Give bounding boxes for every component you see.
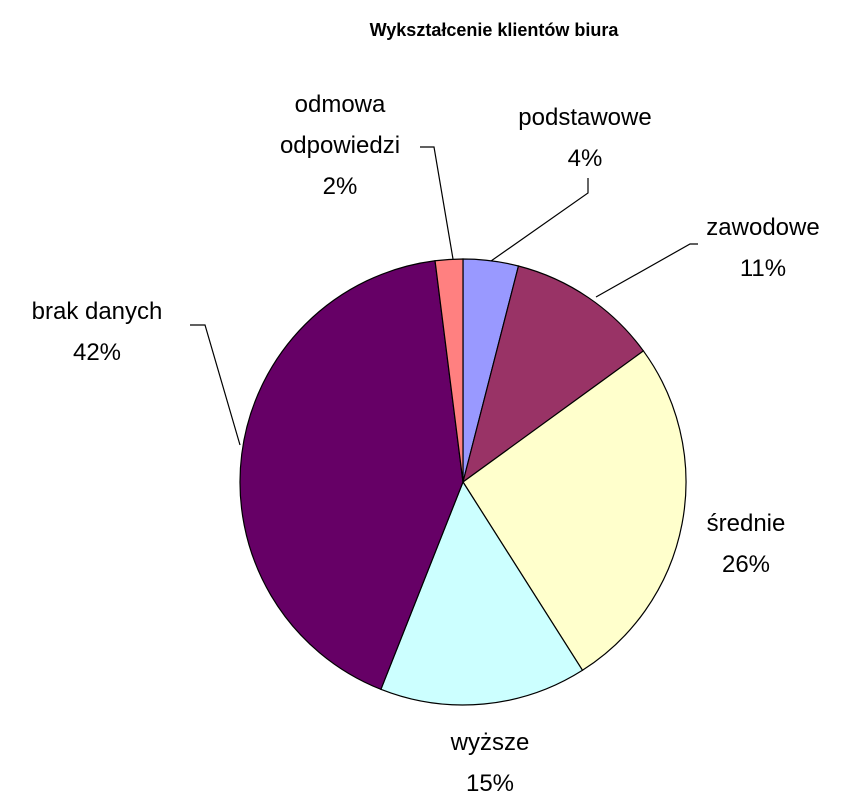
leader-line xyxy=(490,178,589,262)
value-label: 15% xyxy=(465,770,515,792)
value-label: 4% xyxy=(567,145,603,172)
value-label: 26% xyxy=(721,551,771,578)
leader-line xyxy=(190,324,241,446)
data-label: odmowa odpowiedzi 2% xyxy=(255,84,425,207)
data-label: podstawowe 4% xyxy=(485,97,685,179)
data-label: wyższe 15% xyxy=(390,722,590,792)
category-label: zawodowe xyxy=(706,214,820,241)
pie-slice xyxy=(462,350,687,672)
value-label: 42% xyxy=(72,339,122,366)
data-label: średnie 26% xyxy=(646,503,846,585)
data-label: zawodowe 11% xyxy=(663,207,848,289)
value-label: 11% xyxy=(739,255,787,282)
pie-slice xyxy=(380,480,584,706)
pie-slice xyxy=(434,258,464,483)
pie-slice xyxy=(239,260,464,691)
category-label: średnie xyxy=(706,510,786,537)
category-label: odmowa odpowiedzi xyxy=(279,91,401,159)
value-label: 2% xyxy=(322,173,358,200)
category-label: brak danych xyxy=(31,298,163,325)
chart-title: Wykształcenie klientów biura xyxy=(369,20,619,40)
pie-slice xyxy=(462,265,645,484)
category-label: podstawowe xyxy=(518,104,652,131)
leader-line xyxy=(420,146,454,260)
leader-lines xyxy=(190,146,698,446)
category-label: wyższe xyxy=(450,729,530,756)
data-label: brak danych 42% xyxy=(0,291,207,373)
leader-line xyxy=(595,243,698,298)
